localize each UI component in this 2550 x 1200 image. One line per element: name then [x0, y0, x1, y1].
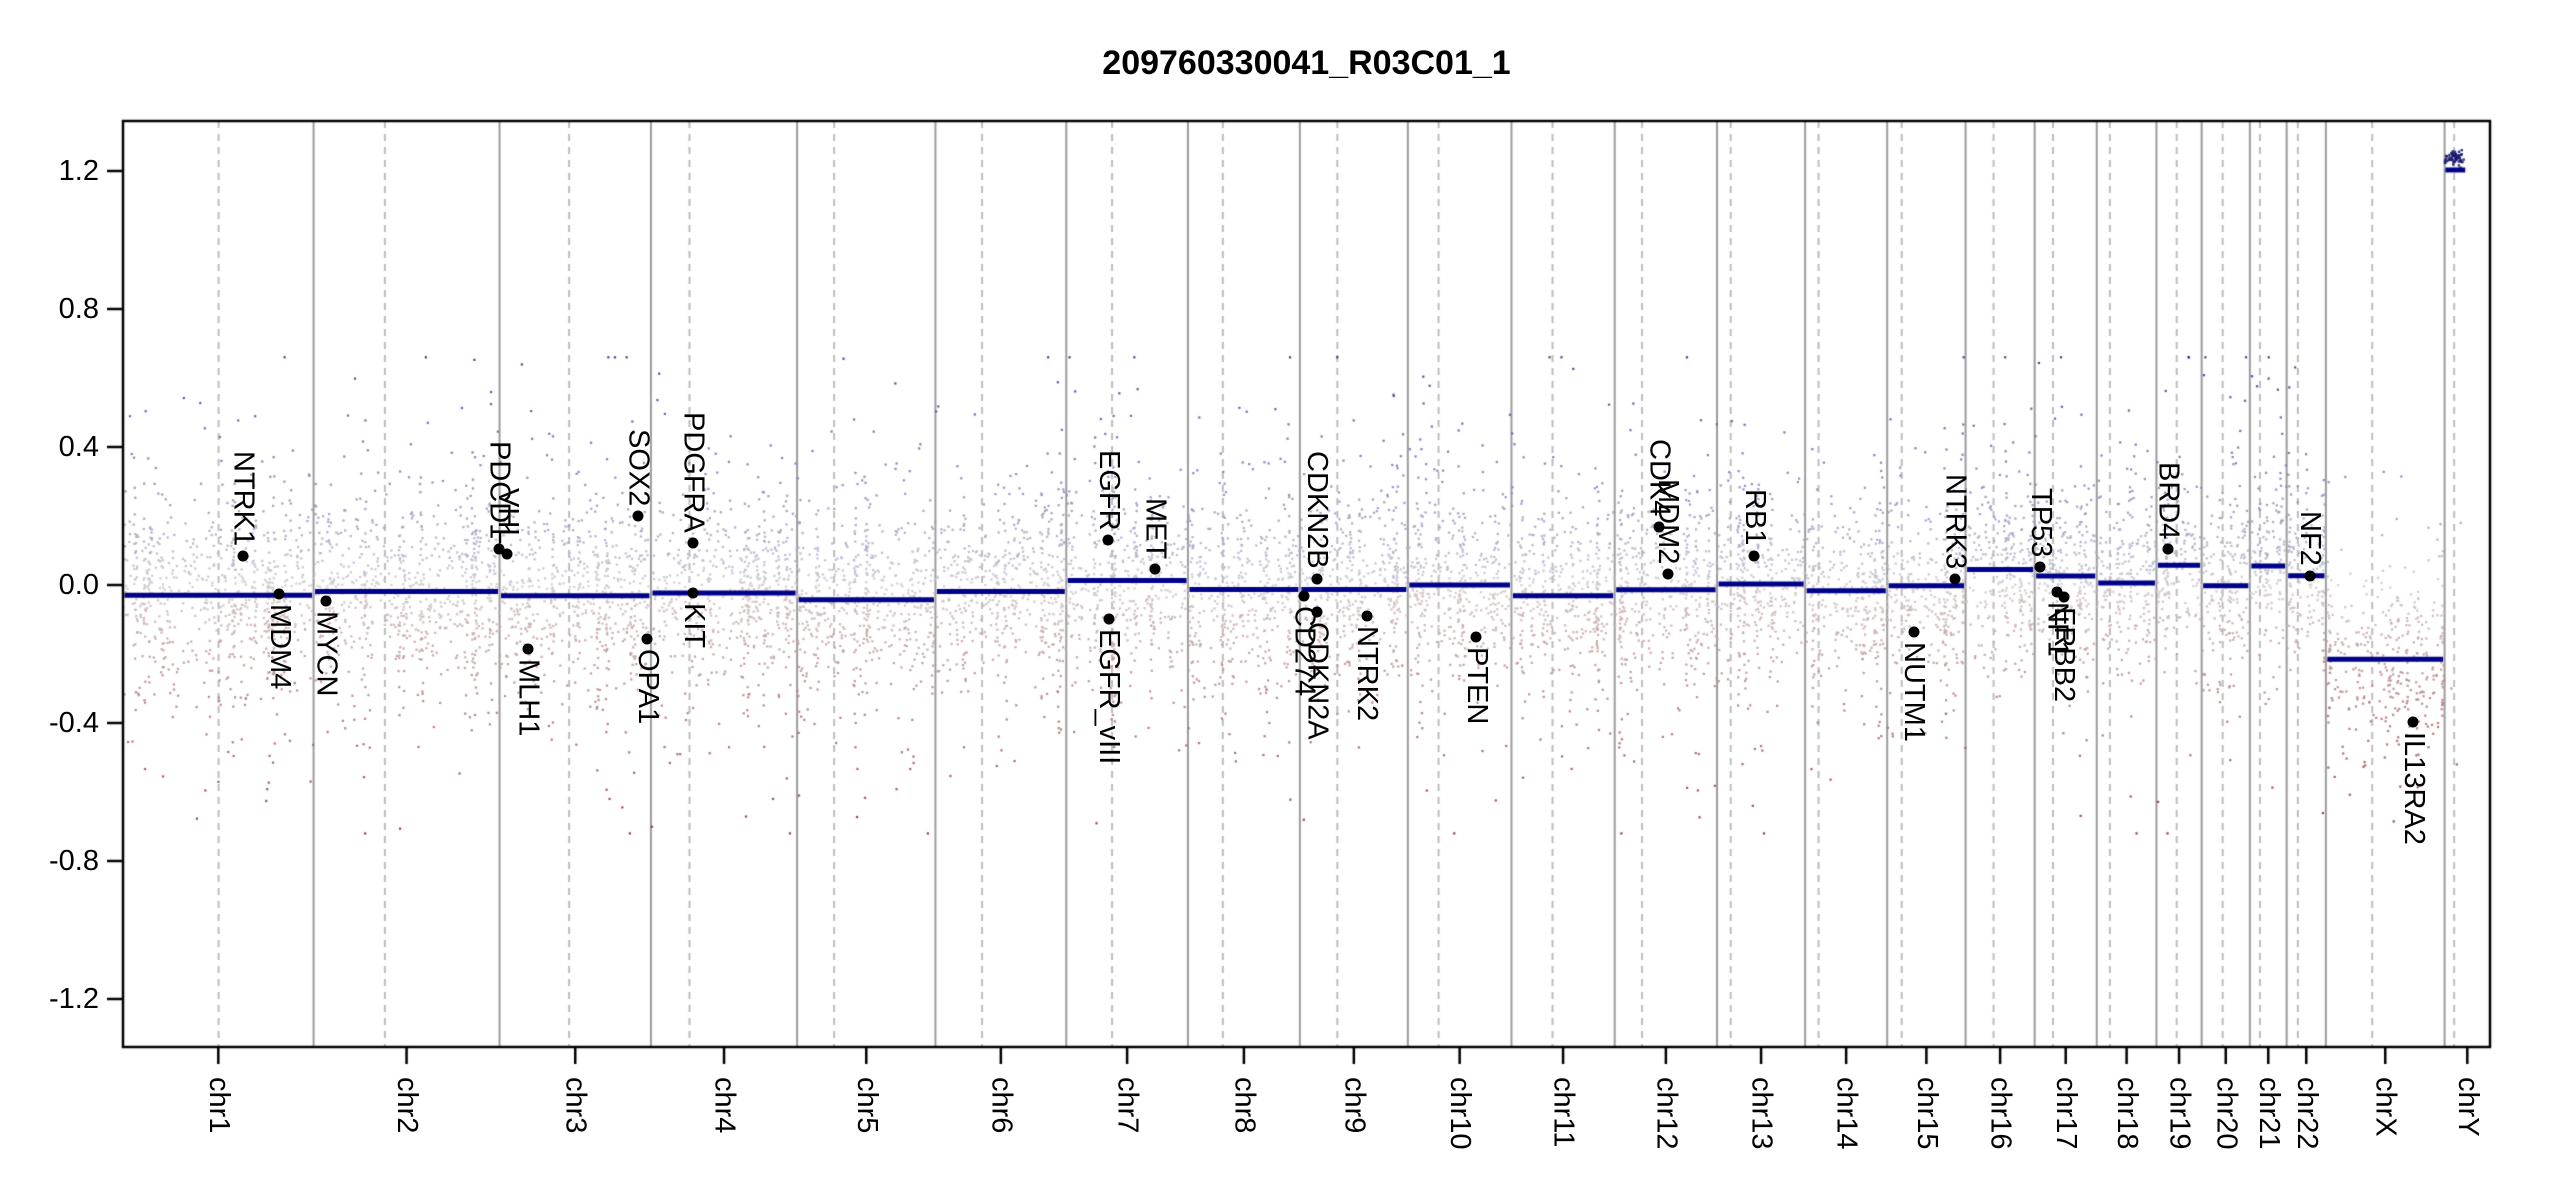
gene-label: MDM4 — [263, 604, 296, 690]
x-tick-label-chr11: chr11 — [1547, 1077, 1580, 1148]
gene-label: PTEN — [1460, 646, 1493, 725]
gene-label: RB1 — [1738, 489, 1771, 546]
gene-marker-dot — [687, 537, 699, 549]
gene-label: MLH1 — [512, 659, 545, 737]
gene-marker-dot — [1908, 626, 1920, 638]
gene-label: CDKN2B — [1301, 451, 1334, 570]
gene-marker-dot — [1298, 590, 1310, 602]
gene-marker-dot — [237, 550, 249, 562]
gene-label: MYCN — [310, 610, 343, 697]
gene-label: ERBB2 — [2048, 607, 2081, 703]
x-tick-label-chr16: chr16 — [1984, 1077, 2017, 1150]
gene-label: PDCD1 — [483, 440, 516, 540]
gene-marker-dot — [2162, 543, 2174, 555]
x-tick-label-chr6: chr6 — [985, 1077, 1018, 1134]
gene-marker-dot — [1748, 550, 1760, 562]
gene-marker-dot — [1949, 573, 1961, 585]
gene-marker-dot — [1361, 610, 1373, 622]
gene-label: CDK4 — [1643, 439, 1676, 517]
plot-title: 209760330041_R03C01_1 — [1102, 44, 1511, 82]
x-tick-label-chr14: chr14 — [1830, 1077, 1863, 1150]
gene-label: VHL — [491, 487, 524, 544]
gene-marker-dot — [2058, 591, 2070, 603]
gene-marker-dot — [1470, 631, 1482, 643]
gene-label: TP53 — [2024, 487, 2057, 558]
gene-marker-dot — [273, 588, 285, 600]
gene-marker-dot — [632, 510, 644, 522]
x-tick-label-chr21: chr21 — [2252, 1077, 2285, 1150]
gene-label: NUTM1 — [1898, 642, 1931, 743]
x-tick-label-chr7: chr7 — [1111, 1077, 1144, 1134]
x-tick-label-chr19: chr19 — [2163, 1077, 2196, 1150]
gene-label: KIT — [677, 602, 710, 649]
gene-label: EGFR_vIII — [1093, 629, 1126, 765]
x-tick-label-chr18: chr18 — [2111, 1077, 2144, 1150]
gene-marker-dot — [2304, 570, 2316, 582]
gene-marker-dot — [1103, 613, 1115, 625]
gene-marker-dot — [493, 543, 505, 555]
y-tick-label: 0.0 — [58, 569, 99, 601]
gene-label: PDGFRA — [677, 412, 710, 533]
gene-label: EGFR — [1092, 449, 1125, 531]
gene-marker-dot — [2407, 716, 2419, 728]
gene-marker-dot — [1653, 521, 1665, 533]
gene-label: SOX2 — [622, 428, 655, 506]
x-tick-label-chrX: chrX — [2369, 1077, 2402, 1137]
gene-marker-dot — [522, 643, 534, 655]
gene-marker-dot — [641, 633, 653, 645]
gene-label: CDKN2A — [1301, 621, 1334, 740]
x-tick-label-chr17: chr17 — [2050, 1077, 2083, 1150]
y-tick-label: -0.4 — [49, 707, 99, 739]
gene-marker-dot — [687, 587, 699, 599]
x-tick-label-chr1: chr1 — [202, 1077, 235, 1134]
gene-marker-dot — [1149, 563, 1161, 575]
gene-marker-dot — [2034, 561, 2046, 573]
gene-marker-dot — [501, 548, 513, 560]
gene-label: CD274 — [1288, 605, 1321, 696]
x-tick-label-chr13: chr13 — [1745, 1077, 1778, 1150]
y-tick-label: -0.8 — [49, 845, 99, 877]
gene-label: NF2 — [2294, 510, 2327, 566]
gene-label: MET — [1139, 497, 1172, 560]
x-tick-label-chr5: chr5 — [850, 1077, 883, 1134]
gene-label: NF1 — [2041, 601, 2074, 657]
x-tick-label-chr4: chr4 — [708, 1077, 741, 1134]
x-tick-label-chr20: chr20 — [2210, 1077, 2243, 1150]
x-tick-label-chr15: chr15 — [1910, 1077, 1943, 1150]
x-tick-label-chrY: chrY — [2451, 1077, 2484, 1137]
y-tick-label: 1.2 — [58, 155, 99, 187]
gene-label: IL13RA2 — [2397, 731, 2430, 845]
gene-marker-dot — [1311, 573, 1323, 585]
x-tick-label-chr9: chr9 — [1338, 1077, 1371, 1134]
gene-marker-dot — [1662, 568, 1674, 580]
gene-label: OPA1 — [631, 649, 664, 725]
gene-label: NTRK2 — [1351, 626, 1384, 722]
y-tick-label: -1.2 — [49, 983, 99, 1015]
x-tick-label-chr22: chr22 — [2290, 1077, 2323, 1150]
gene-marker-dot — [2051, 586, 2063, 598]
x-tick-label-chr12: chr12 — [1650, 1077, 1683, 1150]
gene-label: NTRK3 — [1939, 474, 1972, 570]
gene-label: BRD4 — [2152, 461, 2185, 540]
gene-marker-dot — [1311, 606, 1323, 618]
gene-label: NTRK1 — [227, 450, 260, 547]
y-tick-label: 0.8 — [58, 293, 99, 325]
x-tick-label-chr8: chr8 — [1228, 1077, 1261, 1134]
gene-label: MDM2 — [1652, 478, 1685, 564]
y-tick-label: 0.4 — [58, 431, 99, 463]
gene-marker-dot — [320, 595, 332, 607]
gene-marker-dot — [1102, 534, 1114, 546]
x-tick-label-chr2: chr2 — [391, 1077, 424, 1134]
x-tick-label-chr3: chr3 — [559, 1077, 592, 1134]
x-tick-label-chr10: chr10 — [1444, 1077, 1477, 1150]
